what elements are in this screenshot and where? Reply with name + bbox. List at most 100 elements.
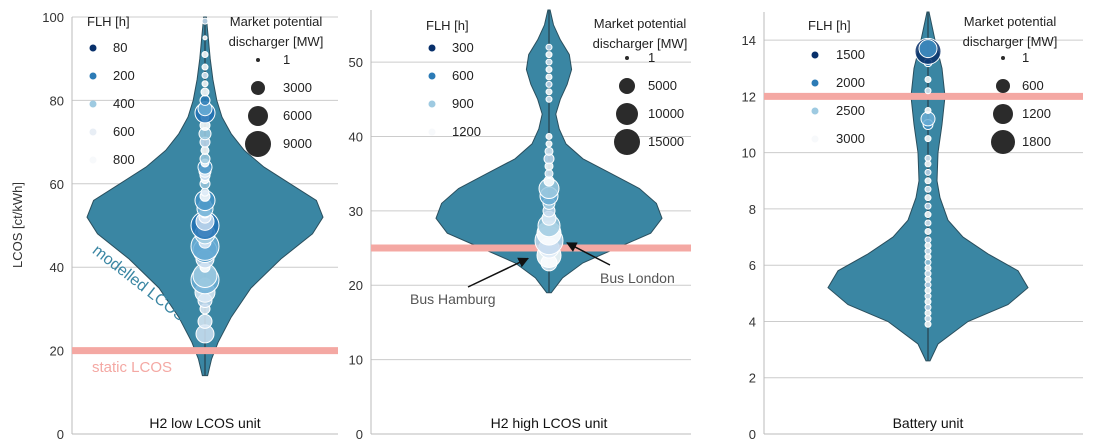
y-axis-label: LCOS [ct/kWh] bbox=[10, 182, 25, 268]
legend-flh-marker bbox=[89, 44, 97, 52]
data-point bbox=[544, 146, 554, 156]
panel-title: H2 high LCOS unit bbox=[491, 415, 608, 431]
legend-size-marker bbox=[991, 130, 1015, 154]
data-point bbox=[924, 303, 932, 311]
legend-size-title-line: discharger [MW] bbox=[963, 34, 1058, 49]
data-point bbox=[920, 111, 936, 127]
data-point bbox=[924, 160, 932, 168]
legend-size-label: 1800 bbox=[1022, 134, 1051, 149]
y-tick-label: 10 bbox=[742, 146, 756, 161]
data-point bbox=[924, 211, 932, 219]
y-tick-label: 6 bbox=[749, 258, 756, 273]
legend-size-label: 3000 bbox=[283, 80, 312, 95]
data-point bbox=[924, 242, 932, 250]
legend-flh-marker bbox=[89, 100, 97, 108]
data-point bbox=[924, 202, 932, 210]
data-point bbox=[924, 87, 932, 95]
y-tick-label: 0 bbox=[356, 427, 363, 442]
legend-size-marker bbox=[245, 131, 271, 157]
legend-flh-marker bbox=[428, 44, 436, 52]
legend-size-title: Market potential discharger [MW] bbox=[593, 16, 688, 51]
legend-flh-marker bbox=[89, 72, 97, 80]
data-point bbox=[924, 227, 932, 235]
panel-1: 0 20 40 60 80 100 H2 low LCOS unit FLH [h] 80 200… bbox=[10, 10, 338, 442]
data-point bbox=[197, 313, 213, 329]
legend-flh-marker bbox=[428, 128, 436, 136]
legend-flh-label: 80 bbox=[113, 40, 127, 55]
data-point bbox=[544, 169, 554, 179]
data-point bbox=[924, 281, 932, 289]
legend-size-label: 1200 bbox=[1022, 106, 1051, 121]
legend-flh-label: 300 bbox=[452, 40, 474, 55]
data-point bbox=[545, 43, 553, 51]
legend-flh-label: 200 bbox=[113, 68, 135, 83]
annotation-bus-london: Bus London bbox=[600, 270, 675, 286]
data-point bbox=[924, 309, 932, 317]
data-point bbox=[545, 80, 553, 88]
y-tick-label: 80 bbox=[50, 93, 64, 108]
y-tick-label: 0 bbox=[749, 427, 756, 442]
legend-flh-label: 1200 bbox=[452, 124, 481, 139]
data-point bbox=[201, 51, 209, 59]
legend-flh-marker bbox=[89, 156, 97, 164]
data-point bbox=[200, 145, 210, 155]
y-tick-label: 40 bbox=[50, 260, 64, 275]
data-point bbox=[199, 153, 211, 165]
data-point bbox=[924, 194, 932, 202]
y-tick-label: 20 bbox=[349, 278, 363, 293]
legend-size-title: Market potential discharger [MW] bbox=[229, 14, 324, 49]
legend-flh-label: 400 bbox=[113, 96, 135, 111]
data-point bbox=[924, 168, 932, 176]
data-point bbox=[924, 135, 932, 143]
legend-size-title-line: Market potential bbox=[594, 16, 687, 31]
data-point bbox=[201, 80, 209, 88]
data-point bbox=[545, 132, 553, 140]
y-tick-label: 40 bbox=[349, 129, 363, 144]
panel-title: Battery unit bbox=[893, 415, 964, 431]
y-tick-label: 20 bbox=[50, 344, 64, 359]
y-tick-label: 4 bbox=[749, 314, 756, 329]
static-lcos-label: static LCOS bbox=[92, 359, 172, 376]
data-point bbox=[924, 236, 932, 244]
data-point bbox=[924, 219, 932, 227]
data-point bbox=[200, 187, 210, 197]
legend-flh-title: FLH [h] bbox=[426, 18, 469, 33]
data-point bbox=[924, 270, 932, 278]
data-point bbox=[924, 292, 932, 300]
data-point bbox=[545, 58, 553, 66]
legend-size-label: 600 bbox=[1022, 78, 1044, 93]
legend-size-marker bbox=[248, 106, 268, 126]
y-tick-label: 0 bbox=[57, 427, 64, 442]
data-point bbox=[924, 76, 932, 84]
data-point bbox=[924, 177, 932, 185]
y-tick-label: 2 bbox=[749, 371, 756, 386]
data-point bbox=[924, 185, 932, 193]
data-point bbox=[202, 35, 208, 41]
legend-size-title-line: discharger [MW] bbox=[593, 36, 688, 51]
y-tick-label: 50 bbox=[349, 55, 363, 70]
legend-size-marker bbox=[619, 78, 635, 94]
annotation-arrow bbox=[566, 242, 611, 266]
legend-size-marker bbox=[256, 58, 260, 62]
legend-size-marker bbox=[616, 103, 638, 125]
legend-size-title-line: discharger [MW] bbox=[229, 34, 324, 49]
data-point bbox=[924, 264, 932, 272]
legend-flh-marker bbox=[811, 135, 819, 143]
legend-size-marker bbox=[1001, 56, 1005, 60]
y-tick-label: 12 bbox=[742, 89, 756, 104]
legend-size-label: 5000 bbox=[648, 78, 677, 93]
data-point bbox=[924, 275, 932, 283]
legend-size-marker bbox=[996, 79, 1010, 93]
data-point bbox=[924, 258, 932, 266]
data-point bbox=[924, 154, 932, 162]
legend-flh-label: 1500 bbox=[836, 47, 865, 62]
legend-size-label: 1 bbox=[1022, 50, 1029, 65]
legend-flh-label: 600 bbox=[452, 68, 474, 83]
y-tick-label: 14 bbox=[742, 33, 756, 48]
legend-flh-label: 600 bbox=[113, 124, 135, 139]
data-point bbox=[545, 95, 553, 103]
data-point bbox=[545, 73, 553, 81]
legend-flh-marker bbox=[428, 72, 436, 80]
data-point bbox=[918, 39, 938, 59]
legend-size-label: 10000 bbox=[648, 106, 684, 121]
